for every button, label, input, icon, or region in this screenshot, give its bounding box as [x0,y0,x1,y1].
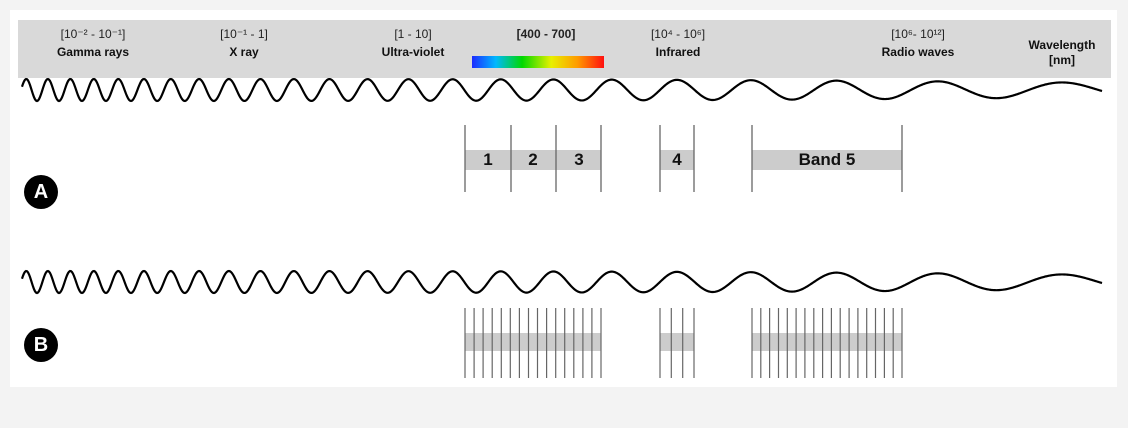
wavelength-label-line2: [nm] [1049,53,1075,67]
region-name: Radio waves [881,45,955,59]
region-radio-waves: [10⁶- 10¹²] Radio waves [848,20,988,78]
panel-b-bands [464,308,903,378]
region-range: [400 - 700] [516,27,576,41]
visible-spectrum-gradient [472,56,604,68]
region-range: [1 - 10] [394,27,432,41]
hyper-band-rect-3 [752,333,902,351]
region-x-ray: [10⁻¹ - 1] X ray [184,20,304,78]
region-range: [10⁴ - 10⁶] [650,27,706,41]
wave-a [20,77,1103,103]
band-label-2: 2 [528,150,538,169]
hyper-band-rect-2 [660,333,694,351]
spectrum-header-bar: [10⁻² - 10⁻¹] Gamma rays [10⁻¹ - 1] X ra… [18,20,1111,78]
region-range: [10⁻¹ - 1] [220,27,268,41]
panel-b-badge: B [24,328,58,362]
region-range: [10⁶- 10¹²] [891,27,945,41]
band-label-1: 1 [483,150,493,169]
region-name: Ultra-violet [381,45,445,59]
region-name: Infrared [655,45,701,59]
panel-a-bands [464,125,903,192]
region-range: [10⁻² - 10⁻¹] [60,27,126,41]
band-label-4: 4 [672,150,682,169]
panel-a-badge: A [24,175,58,209]
band-label-5: Band 5 [798,150,856,169]
region-infrared: [10⁴ - 10⁶] Infrared [618,20,738,78]
region-gamma-rays: [10⁻² - 10⁻¹] Gamma rays [28,20,158,78]
wavelength-label-line1: Wavelength [1028,38,1096,52]
wavelength-axis-label: Wavelength [nm] [1017,38,1107,68]
region-visible: [400 - 700] [472,20,620,78]
spectrum-figure: [10⁻² - 10⁻¹] Gamma rays [10⁻¹ - 1] X ra… [10,10,1117,387]
wave-b [20,269,1103,295]
region-name: X ray [229,45,259,59]
band-rect-1-3 [465,150,601,170]
region-ultra-violet: [1 - 10] Ultra-violet [338,20,488,78]
band-label-3: 3 [574,150,584,169]
diagram-graphics [20,77,1103,378]
region-name: Gamma rays [56,45,130,59]
hyper-band-rect-1 [465,333,601,351]
band-rect-5 [752,150,902,170]
band-rect-4 [660,150,694,170]
